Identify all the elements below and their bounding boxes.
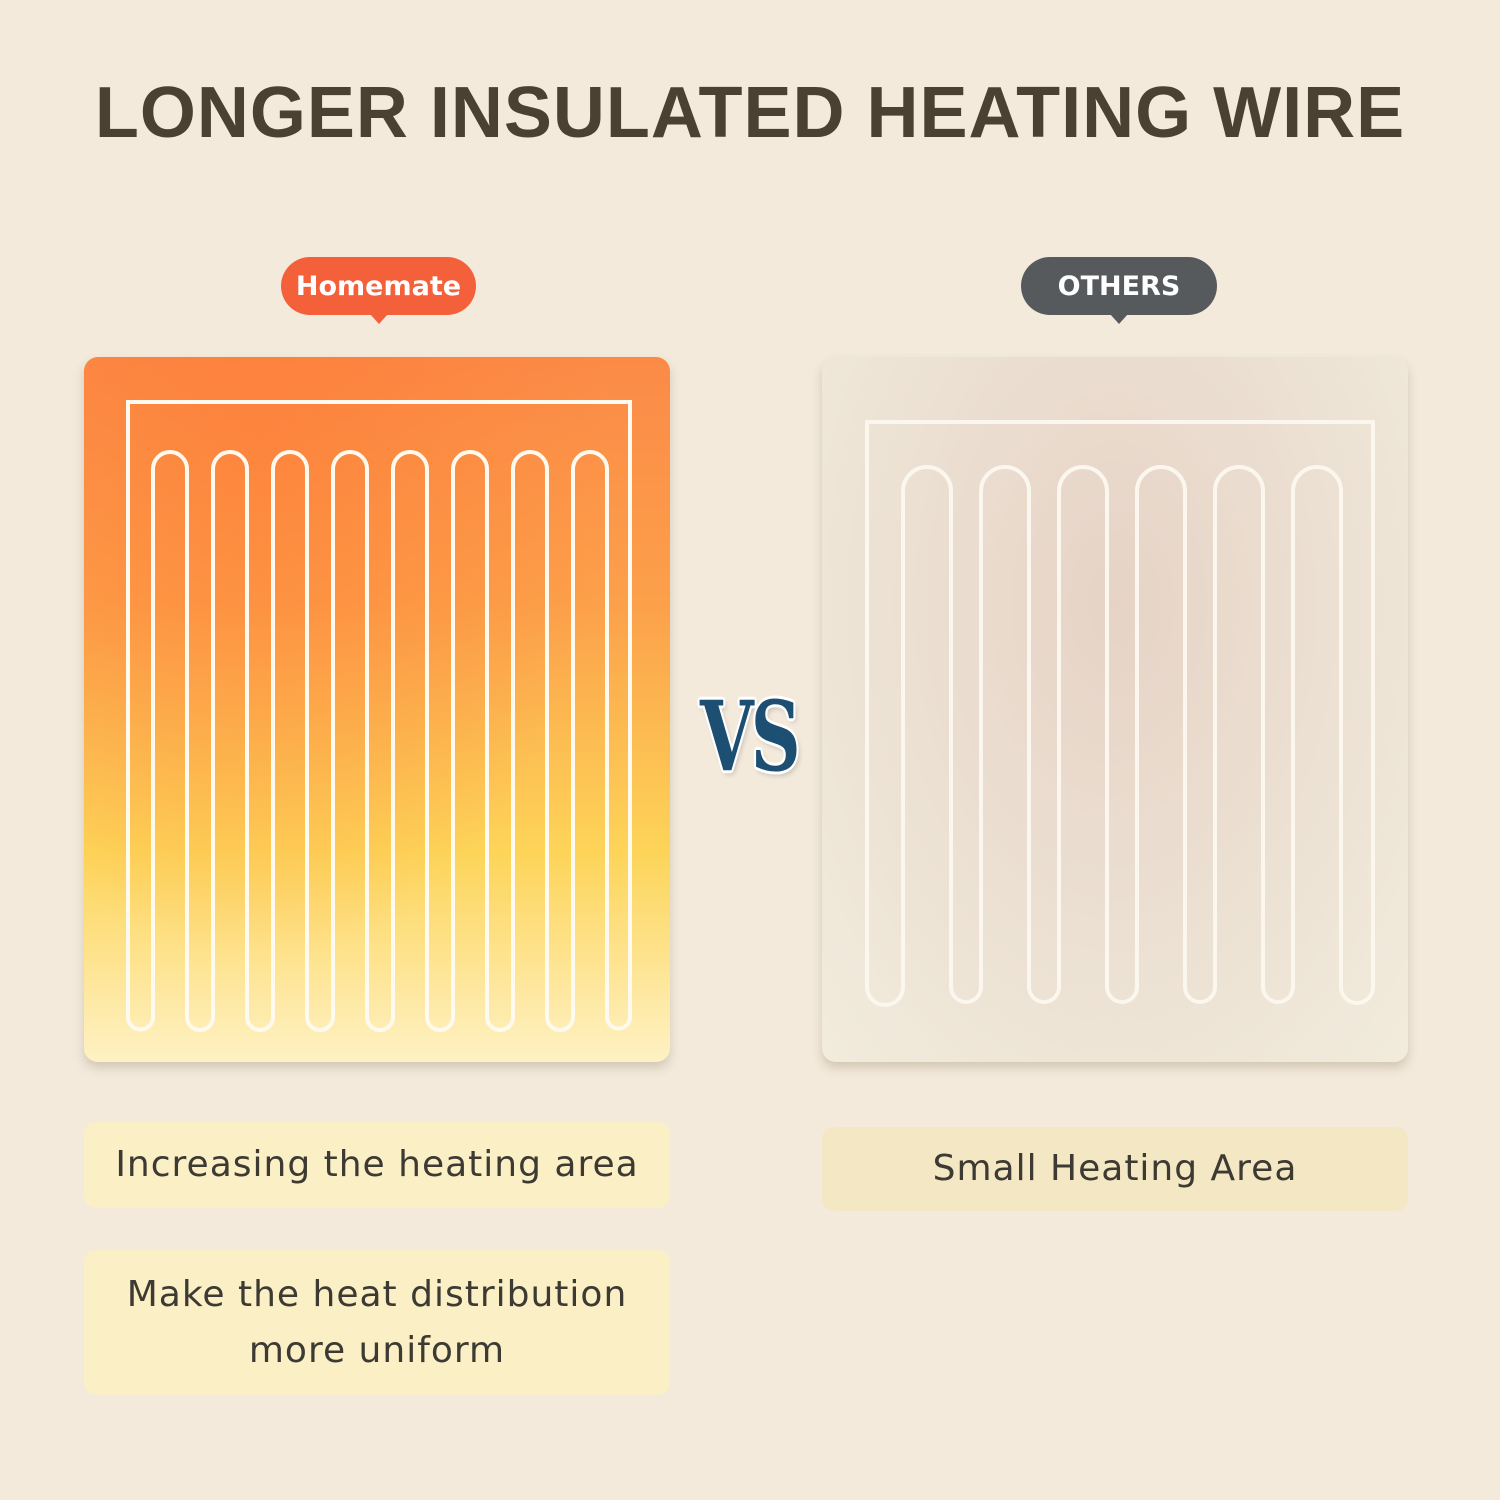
others-heating-wire xyxy=(865,420,1375,1007)
homemate-badge: Homemate xyxy=(281,257,476,324)
homemate-badge-label: Homemate xyxy=(295,270,462,302)
wire-frame xyxy=(865,420,1375,987)
homemate-heating-pad xyxy=(84,357,670,1062)
caption-increasing-area: Increasing the heating area xyxy=(84,1122,670,1208)
wire-loops xyxy=(126,450,632,1032)
others-badge-label: OTHERS xyxy=(1057,270,1181,302)
caption-uniform-heat: Make the heat distribution more uniform xyxy=(84,1250,670,1395)
others-heating-pad xyxy=(822,357,1408,1062)
caption-line: more uniform xyxy=(248,1329,506,1371)
page-title: LONGER INSULATED HEATING WIRE xyxy=(94,73,1406,153)
caption-line: Make the heat distribution xyxy=(126,1273,628,1315)
vs-label: VS xyxy=(700,680,801,793)
homemate-heating-wire xyxy=(126,400,632,1032)
caption-small-area: Small Heating Area xyxy=(822,1127,1408,1211)
wire-frame xyxy=(126,400,632,1017)
wire-loops xyxy=(865,465,1375,1007)
others-badge: OTHERS xyxy=(1021,257,1217,324)
